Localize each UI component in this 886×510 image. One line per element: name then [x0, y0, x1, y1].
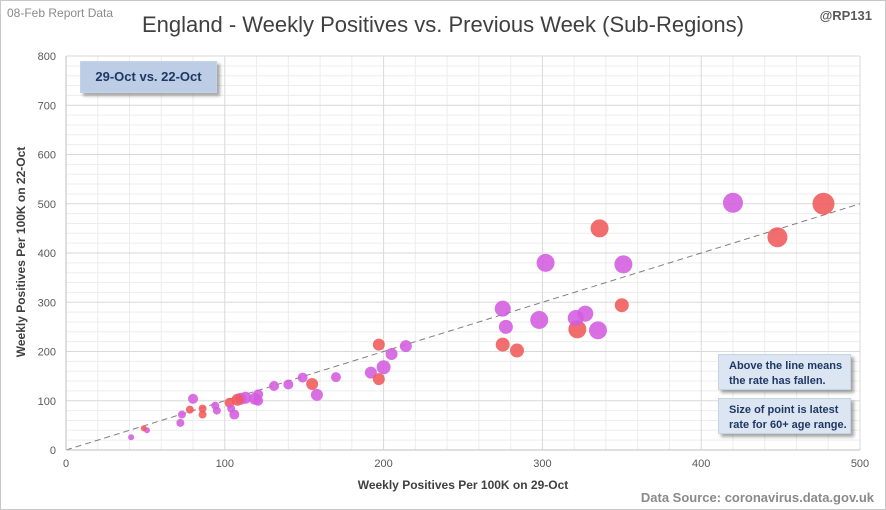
line-note-text-1: Above the line means — [729, 360, 843, 372]
data-point — [306, 378, 319, 391]
data-point — [188, 393, 199, 404]
y-tick-label: 400 — [38, 248, 56, 260]
data-point — [536, 253, 555, 272]
data-point — [212, 406, 221, 415]
size-note-text-1: Size of point is latest — [729, 404, 839, 416]
data-point — [498, 319, 513, 334]
data-point — [269, 380, 280, 391]
line-explanation-note: Above the line means the rate has fallen… — [718, 354, 851, 390]
x-tick-label: 200 — [374, 458, 392, 470]
data-point — [812, 192, 835, 215]
y-axis-label: Weekly Positives Per 100K on 22-Oct — [14, 147, 28, 358]
data-point — [177, 410, 186, 419]
data-source-label: Data Source: coronavirus.data.gov.uk — [640, 490, 874, 505]
y-tick-label: 800 — [38, 51, 56, 63]
x-tick-labels: 0 100 200 300 400 500 — [63, 458, 869, 470]
x-tick-label: 100 — [216, 458, 234, 470]
point-size-note: Size of point is latest rate for 60+ age… — [718, 398, 851, 434]
data-points — [128, 192, 835, 441]
data-point — [198, 404, 207, 413]
data-point — [227, 404, 236, 413]
x-tick-label: 400 — [692, 458, 710, 470]
y-tick-label: 700 — [38, 100, 56, 112]
y-tick-label: 500 — [38, 199, 56, 211]
size-note-text-2: rate for 60+ age range. — [729, 419, 847, 431]
axes — [65, 56, 860, 451]
data-point — [614, 298, 629, 313]
data-point — [376, 360, 391, 375]
data-point — [297, 372, 308, 383]
chart-title: England - Weekly Positives vs. Previous … — [142, 12, 744, 37]
data-point — [494, 300, 511, 317]
data-point — [372, 373, 385, 386]
data-point — [372, 338, 385, 351]
data-point — [495, 337, 510, 352]
y-tick-label: 0 — [50, 445, 56, 457]
data-point — [530, 310, 549, 329]
data-point — [176, 418, 185, 427]
data-point — [509, 343, 524, 358]
data-point — [722, 192, 743, 213]
x-axis-label: Weekly Positives Per 100K on 29-Oct — [358, 478, 569, 492]
period-comparison-label: 29-Oct vs. 22-Oct — [95, 69, 202, 84]
data-point — [385, 347, 398, 360]
data-point — [185, 405, 194, 414]
data-point — [253, 395, 264, 406]
data-point — [614, 255, 633, 274]
data-point — [588, 321, 607, 340]
reference-diagonal-line — [65, 203, 861, 451]
y-tick-label: 300 — [38, 297, 56, 309]
y-tick-label: 200 — [38, 347, 56, 359]
period-comparison-box: 29-Oct vs. 22-Oct — [80, 61, 217, 93]
data-point — [567, 310, 584, 327]
data-point — [330, 372, 341, 383]
data-point — [767, 227, 788, 248]
data-point — [590, 219, 609, 238]
data-point — [140, 425, 147, 432]
x-tick-label: 500 — [851, 458, 869, 470]
data-point — [128, 434, 135, 441]
data-point — [198, 410, 207, 419]
y-tick-label: 100 — [38, 396, 56, 408]
data-point — [399, 340, 412, 353]
data-point — [310, 388, 323, 401]
y-tick-labels: 0 100 200 300 400 500 600 700 800 — [38, 51, 56, 457]
x-tick-label: 0 — [63, 458, 69, 470]
y-tick-label: 600 — [38, 150, 56, 162]
data-point — [283, 379, 294, 390]
author-handle: @RP131 — [819, 8, 872, 23]
report-date-label: 08-Feb Report Data — [7, 6, 114, 20]
x-tick-label: 300 — [533, 458, 551, 470]
line-note-text-2: the rate has fallen. — [729, 375, 826, 387]
